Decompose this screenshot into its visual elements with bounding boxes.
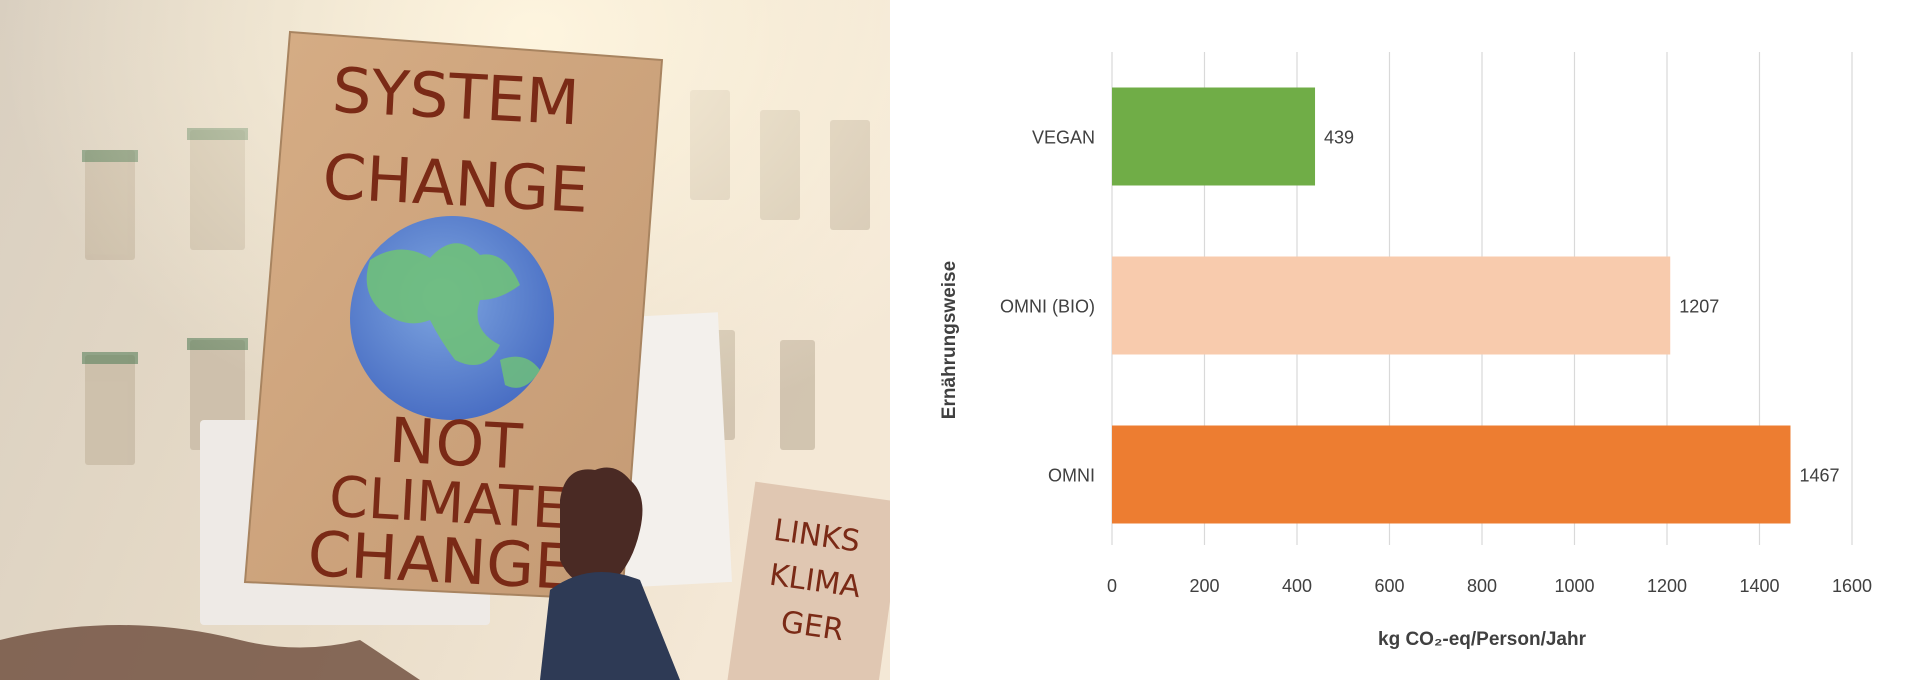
x-tick-label: 400 bbox=[1282, 576, 1312, 596]
x-tick-label: 1600 bbox=[1832, 576, 1872, 596]
chart-tick-labels: 0 200 400 600 800 1000 1200 1400 1600 bbox=[1107, 576, 1872, 596]
x-axis-title: kg CO₂-eq/Person/Jahr bbox=[1378, 629, 1587, 650]
category-label: OMNI bbox=[1048, 466, 1095, 486]
data-label: 1207 bbox=[1679, 297, 1719, 317]
gloved-hand bbox=[540, 467, 680, 680]
globe-continents bbox=[366, 243, 520, 365]
category-label: VEGAN bbox=[1032, 128, 1095, 148]
background-sign-right: LINKS KLIMA GER bbox=[726, 481, 890, 680]
x-tick-label: 1400 bbox=[1739, 576, 1779, 596]
crowd-silhouette bbox=[0, 625, 420, 680]
x-tick-label: 1000 bbox=[1554, 576, 1594, 596]
chart-data-labels: 439 1207 1467 bbox=[1324, 128, 1839, 486]
bar-omni-bio bbox=[1112, 256, 1671, 355]
sign-line-change: CHANGE bbox=[321, 140, 590, 227]
sign-line-climate: CLIMATE bbox=[328, 465, 570, 542]
x-tick-label: 0 bbox=[1107, 576, 1117, 596]
sign-line-system: SYSTEM bbox=[330, 54, 581, 140]
x-tick-label: 600 bbox=[1374, 576, 1404, 596]
main-protest-sign: SYSTEM CHANGE NOT CLIMATE CHANGE bbox=[243, 30, 664, 604]
sign-line-not: NOT bbox=[387, 404, 525, 484]
bar-vegan bbox=[1112, 87, 1316, 186]
bar-omni bbox=[1112, 425, 1791, 524]
x-tick-label: 200 bbox=[1189, 576, 1219, 596]
background-sign-line-3: GER bbox=[779, 605, 846, 648]
category-label: OMNI (BIO) bbox=[1000, 297, 1095, 317]
x-tick-label: 1200 bbox=[1647, 576, 1687, 596]
y-axis-title: Ernährungsweise bbox=[939, 261, 960, 419]
x-tick-label: 800 bbox=[1467, 576, 1497, 596]
protest-photo: LINKS KLIMA GER SYSTEM CHANGE NOT CLIMAT… bbox=[0, 0, 890, 680]
data-label: 1467 bbox=[1799, 466, 1839, 486]
sign-line-change-2: CHANGE bbox=[306, 517, 575, 604]
data-label: 439 bbox=[1324, 128, 1354, 148]
chart-bars bbox=[1112, 87, 1791, 524]
chart-category-labels: VEGAN OMNI (BIO) OMNI bbox=[1000, 128, 1095, 486]
